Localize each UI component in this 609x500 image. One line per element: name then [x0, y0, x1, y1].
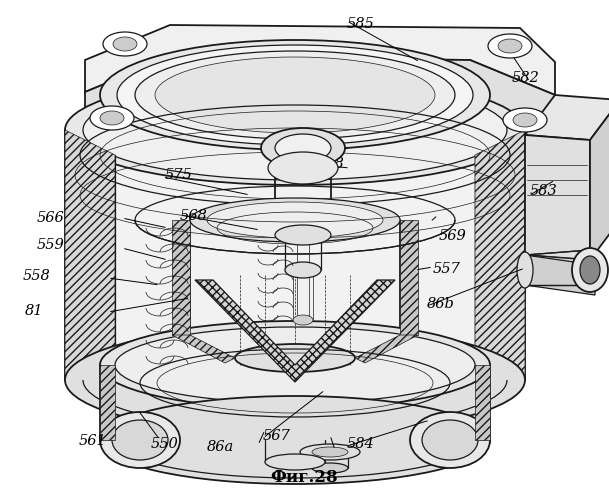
Text: 583: 583	[530, 184, 558, 198]
Ellipse shape	[517, 252, 533, 288]
Polygon shape	[475, 365, 490, 440]
Polygon shape	[525, 95, 609, 140]
Ellipse shape	[235, 344, 355, 372]
Bar	[65, 130, 525, 380]
Polygon shape	[525, 255, 590, 290]
Ellipse shape	[513, 113, 537, 127]
Ellipse shape	[300, 444, 360, 460]
Text: 81: 81	[24, 304, 43, 318]
Ellipse shape	[268, 152, 338, 184]
Polygon shape	[590, 100, 609, 260]
Bar	[400, 220, 418, 335]
Text: 579: 579	[317, 143, 345, 157]
Text: 561: 561	[79, 434, 107, 448]
Ellipse shape	[100, 396, 490, 484]
Text: 86b: 86b	[426, 297, 454, 311]
Text: 558: 558	[23, 269, 51, 283]
Ellipse shape	[312, 463, 348, 473]
Bar	[172, 220, 190, 335]
Ellipse shape	[293, 315, 313, 325]
Ellipse shape	[207, 202, 383, 238]
Text: 550: 550	[151, 437, 179, 451]
Bar	[100, 365, 490, 440]
Ellipse shape	[100, 40, 490, 150]
Text: 557: 557	[432, 262, 460, 276]
Text: 566: 566	[37, 210, 65, 224]
Text: 568: 568	[180, 209, 208, 223]
Ellipse shape	[83, 80, 507, 180]
Ellipse shape	[112, 420, 168, 460]
Polygon shape	[475, 130, 525, 380]
Ellipse shape	[65, 75, 525, 185]
Ellipse shape	[190, 198, 400, 242]
Ellipse shape	[65, 325, 525, 435]
Text: 585: 585	[347, 17, 375, 31]
Text: 575: 575	[164, 168, 192, 182]
Ellipse shape	[100, 321, 490, 409]
Ellipse shape	[275, 225, 331, 245]
Ellipse shape	[312, 447, 348, 457]
Ellipse shape	[422, 420, 478, 460]
Ellipse shape	[285, 262, 321, 278]
Text: 584: 584	[347, 437, 375, 451]
Ellipse shape	[580, 256, 600, 284]
Text: 578: 578	[317, 157, 345, 171]
Ellipse shape	[113, 37, 137, 51]
Polygon shape	[85, 25, 555, 95]
Text: 567: 567	[263, 429, 291, 443]
Ellipse shape	[100, 412, 180, 468]
Ellipse shape	[135, 51, 455, 139]
Polygon shape	[355, 335, 418, 363]
Text: 86a: 86a	[207, 440, 234, 454]
Ellipse shape	[100, 111, 124, 125]
Ellipse shape	[503, 108, 547, 132]
Text: Фиг.28: Фиг.28	[270, 470, 339, 486]
Ellipse shape	[572, 248, 608, 292]
Ellipse shape	[117, 45, 473, 145]
Ellipse shape	[90, 106, 134, 130]
Ellipse shape	[410, 412, 490, 468]
Ellipse shape	[155, 57, 435, 133]
Text: 559: 559	[37, 238, 65, 252]
Ellipse shape	[275, 134, 331, 162]
Polygon shape	[100, 365, 115, 440]
Ellipse shape	[115, 327, 475, 403]
Ellipse shape	[261, 128, 345, 168]
Polygon shape	[65, 130, 115, 380]
Polygon shape	[525, 255, 595, 295]
Ellipse shape	[488, 34, 532, 58]
Ellipse shape	[498, 39, 522, 53]
Polygon shape	[85, 57, 555, 135]
Text: 569: 569	[438, 229, 466, 243]
Text: 582: 582	[512, 70, 540, 85]
Polygon shape	[195, 280, 395, 382]
Polygon shape	[172, 335, 235, 363]
Ellipse shape	[103, 32, 147, 56]
Ellipse shape	[265, 454, 325, 470]
Polygon shape	[525, 135, 590, 260]
